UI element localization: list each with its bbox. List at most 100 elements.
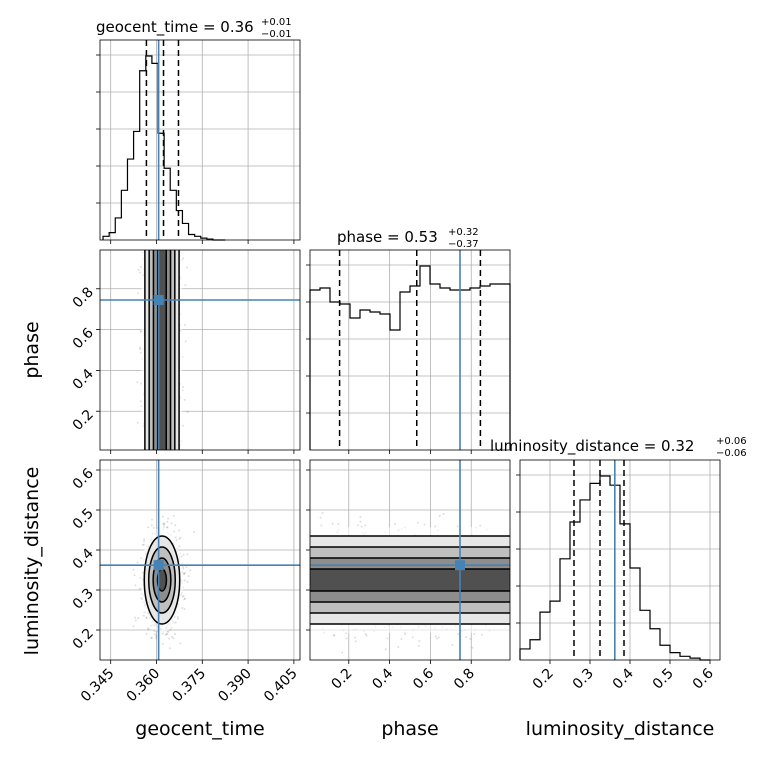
sample-point xyxy=(481,633,484,636)
panel-frame xyxy=(519,459,721,661)
sample-point xyxy=(136,381,139,384)
sample-point xyxy=(161,515,164,518)
sample-point xyxy=(132,625,135,628)
ylabel-luminosity-distance: luminosity_distance xyxy=(21,467,43,656)
sample-point xyxy=(169,628,172,631)
sample-point xyxy=(166,526,169,529)
y-tick-label: 0.6 xyxy=(70,325,97,352)
sample-point xyxy=(136,292,139,295)
sample-point xyxy=(193,531,196,534)
sample-point xyxy=(357,524,360,527)
sample-point xyxy=(182,424,185,427)
sample-point xyxy=(136,561,139,564)
sample-point xyxy=(184,340,187,343)
histogram-luminosity_distance xyxy=(519,475,710,661)
sample-point xyxy=(138,271,141,274)
sample-point xyxy=(177,529,180,532)
sample-point xyxy=(182,594,185,597)
title-phase-sub: −0.37 xyxy=(448,239,479,250)
sample-point xyxy=(172,637,175,640)
sample-point xyxy=(170,522,173,525)
sample-point xyxy=(138,587,141,590)
sample-point xyxy=(134,584,137,587)
sample-point xyxy=(469,638,472,641)
joint-density xyxy=(136,250,189,450)
sample-point xyxy=(184,284,187,287)
sample-point xyxy=(182,386,185,389)
sample-point xyxy=(163,522,166,525)
sample-point xyxy=(321,511,324,514)
sample-point xyxy=(442,513,445,516)
sample-point xyxy=(423,523,426,526)
sample-point xyxy=(162,522,165,525)
sample-point xyxy=(171,636,174,639)
sample-point xyxy=(166,526,169,529)
y-tick-label: 0.4 xyxy=(70,545,97,572)
x-tick-label: 0.375 xyxy=(169,666,209,706)
sample-point xyxy=(182,553,185,556)
title-phase-sup: +0.32 xyxy=(448,227,479,238)
sample-point xyxy=(161,632,164,635)
sample-point xyxy=(183,597,186,600)
sample-point xyxy=(411,636,414,639)
sample-point xyxy=(174,524,177,527)
sample-point xyxy=(181,606,184,609)
sample-point xyxy=(136,421,139,424)
sample-point xyxy=(174,536,177,539)
xlabel-luminosity-distance: luminosity_distance xyxy=(526,718,715,740)
sample-point xyxy=(437,636,440,639)
title-luminosity-distance-sub: −0.06 xyxy=(716,448,747,459)
x-tick-label: 0.3 xyxy=(570,666,597,693)
sample-point xyxy=(147,526,150,529)
truth-point xyxy=(153,295,164,305)
sample-point xyxy=(137,617,140,620)
sample-point xyxy=(179,536,182,539)
sample-point xyxy=(150,636,153,639)
sample-point xyxy=(354,640,357,643)
sample-point xyxy=(173,530,176,533)
sample-point xyxy=(359,520,362,523)
y-tick-label: 0.4 xyxy=(70,366,97,393)
y-tick-label: 0.6 xyxy=(70,465,97,492)
sample-point xyxy=(139,346,142,349)
sample-point xyxy=(183,398,186,401)
sample-point xyxy=(178,537,181,540)
x-tick-label: 0.6 xyxy=(690,665,717,692)
truth-point xyxy=(153,560,164,571)
sample-point xyxy=(140,557,143,560)
sample-point xyxy=(152,526,155,529)
sample-point xyxy=(345,637,348,640)
sample-point xyxy=(384,648,387,651)
joint-density xyxy=(132,514,196,650)
x-tick-label: 0.405 xyxy=(261,666,301,706)
sample-point xyxy=(364,632,367,635)
sample-point xyxy=(434,525,437,528)
sample-point xyxy=(161,642,164,645)
sample-point xyxy=(172,514,175,517)
sample-point xyxy=(186,580,189,583)
sample-point xyxy=(162,523,165,526)
sample-point xyxy=(166,520,169,523)
sample-point xyxy=(139,330,142,333)
sample-point xyxy=(471,646,474,649)
sample-point xyxy=(333,634,336,637)
sample-point xyxy=(143,540,146,543)
x-tick-label: 0.2 xyxy=(329,666,356,693)
x-tick-label: 0.390 xyxy=(215,666,255,706)
panel-frame xyxy=(309,249,511,451)
y-tick-label: 0.8 xyxy=(70,284,97,311)
contour-level xyxy=(310,568,510,592)
sample-point xyxy=(165,633,168,636)
sample-point xyxy=(386,637,389,640)
sample-point xyxy=(142,543,145,546)
sample-point xyxy=(332,634,335,637)
sample-point xyxy=(150,637,153,640)
sample-point xyxy=(359,515,362,518)
x-tick-label: 0.345 xyxy=(78,666,118,706)
y-tick-label: 0.3 xyxy=(70,586,97,613)
sample-point xyxy=(456,525,459,528)
sample-point xyxy=(189,569,192,572)
sample-point xyxy=(187,575,190,578)
sample-point xyxy=(155,637,158,640)
sample-point xyxy=(167,631,170,634)
